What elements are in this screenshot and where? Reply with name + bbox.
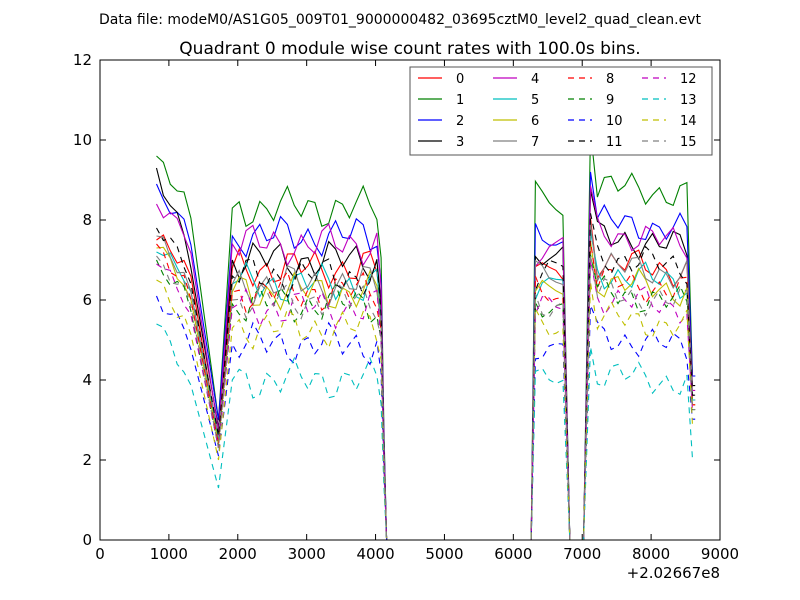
x-tick-label: 9000 — [701, 545, 739, 563]
series-line-10 — [155, 295, 696, 540]
x-tick-label: 2000 — [219, 545, 257, 563]
x-offset-label: +2.02667e8 — [627, 564, 720, 582]
legend-label-3: 3 — [456, 135, 464, 150]
y-tick-label: 6 — [82, 291, 92, 309]
series-line-15 — [156, 254, 696, 540]
y-tick-label: 0 — [82, 531, 92, 549]
legend-label-0: 0 — [456, 72, 464, 87]
y-tick-label: 2 — [82, 451, 92, 469]
series-line-1 — [156, 130, 696, 540]
legend-label-1: 1 — [456, 93, 464, 108]
y-tick-label: 4 — [82, 371, 92, 389]
legend-label-15: 15 — [680, 135, 697, 150]
legend-frame — [409, 66, 713, 156]
y-tick-label: 10 — [73, 131, 92, 149]
legend-label-2: 2 — [456, 114, 464, 129]
legend-label-10: 10 — [606, 114, 623, 129]
legend-label-5: 5 — [531, 93, 539, 108]
legend-label-6: 6 — [531, 114, 539, 129]
x-tick-label: 7000 — [563, 545, 601, 563]
series-line-14 — [156, 279, 696, 540]
suptitle: Data file: modeM0/AS1G05_009T01_90000004… — [99, 12, 701, 28]
x-tick-label: 1000 — [150, 545, 188, 563]
y-tick-label: 8 — [82, 211, 92, 229]
legend-label-8: 8 — [606, 72, 614, 87]
legend-label-11: 11 — [606, 135, 623, 150]
legend-label-7: 7 — [531, 135, 539, 150]
x-tick-label: 3000 — [288, 545, 326, 563]
x-tick-label: 8000 — [632, 545, 670, 563]
series-line-13 — [156, 323, 696, 540]
y-tick-label: 12 — [73, 51, 92, 69]
chart-title: Quadrant 0 module wise count rates with … — [179, 39, 640, 59]
series-line-7 — [156, 222, 696, 540]
series-line-0 — [156, 217, 696, 540]
legend-label-4: 4 — [531, 72, 539, 87]
legend-label-13: 13 — [680, 93, 697, 108]
series-line-11 — [156, 213, 696, 540]
x-tick-label: 6000 — [494, 545, 532, 563]
series-layer — [155, 130, 696, 540]
legend-label-9: 9 — [606, 93, 614, 108]
x-tick-label: 5000 — [425, 545, 463, 563]
series-line-8 — [156, 240, 696, 540]
x-tick-label: 4000 — [356, 545, 394, 563]
x-axis: 0 1000 2000 3000 4000 5000 6000 7000 8000 9000 — [95, 60, 739, 563]
series-line-2 — [155, 171, 696, 540]
x-tick-label: 0 — [95, 545, 105, 563]
series-line-4 — [156, 185, 696, 540]
legend-label-14: 14 — [680, 114, 697, 129]
legend-label-12: 12 — [680, 72, 697, 87]
